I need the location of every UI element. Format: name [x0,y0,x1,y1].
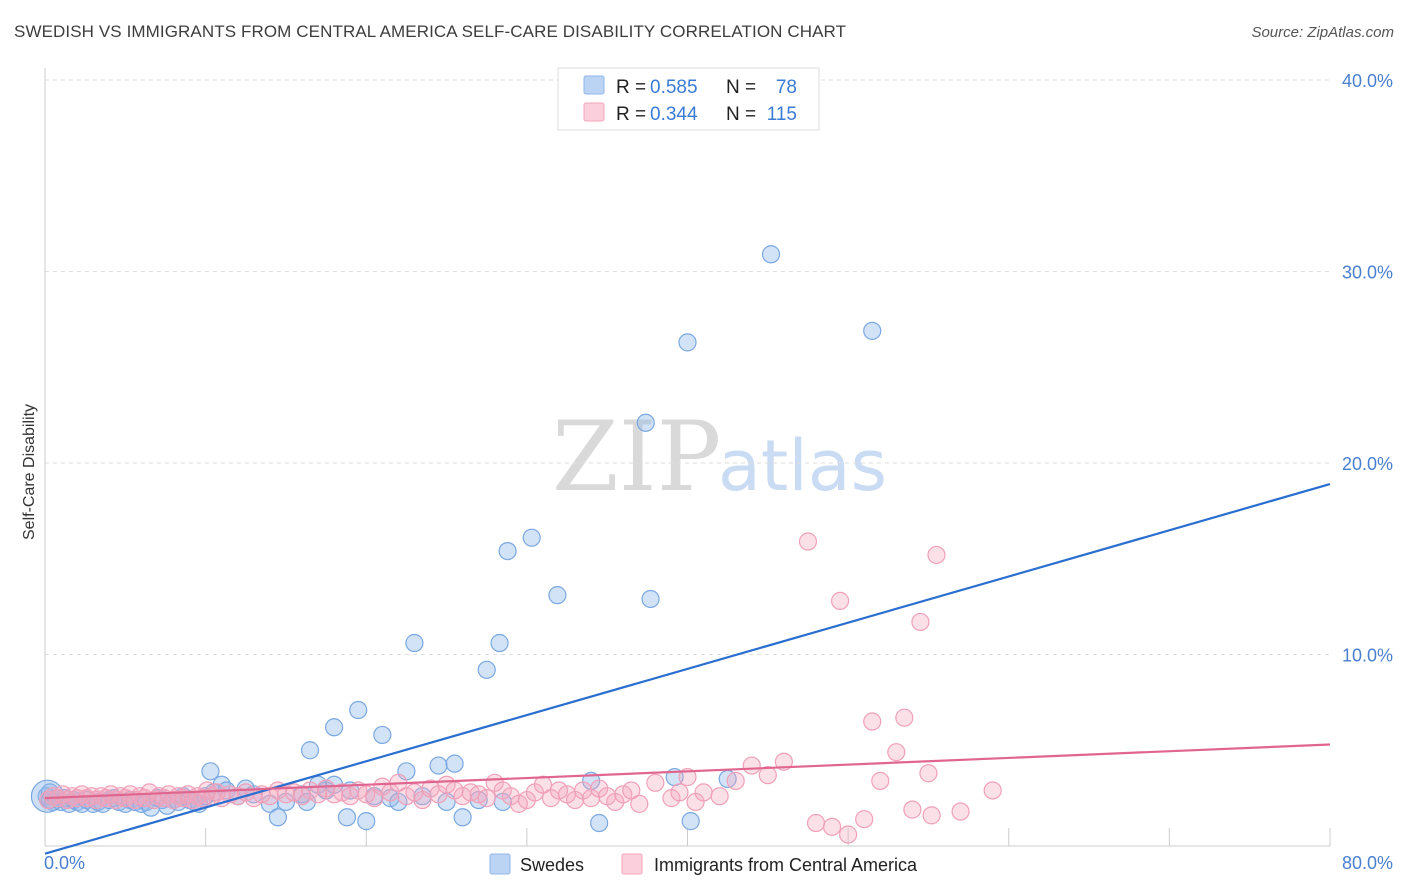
y-tick-label: 30.0% [1342,263,1393,283]
swedes-point [337,808,357,827]
central-america-point [911,612,930,632]
series-legend: Swedes Immigrants from Central America [489,853,918,875]
swedes-point [445,754,464,773]
swedes-point [636,413,655,432]
legend-swatch-swedes [489,853,511,875]
swedes-point [349,700,368,720]
central-america-point [630,794,649,813]
swedes-point [325,718,344,737]
central-america-point [822,817,842,836]
legend-label-central-america: Immigrants from Central America [654,855,918,875]
central-america-trend-line [44,743,1331,800]
y-tick-label: 10.0% [1342,646,1393,666]
central-america-point [919,764,938,783]
central-america-point [670,783,689,802]
central-america-point [863,712,882,731]
central-america-point [477,789,496,808]
gridlines [45,79,1330,655]
swedes-point [453,808,472,827]
central-america-point [895,708,914,727]
central-america-point [839,825,858,844]
trend-lines [44,483,1331,855]
central-america-point [726,771,745,790]
swedes-point [678,333,697,352]
central-america-point [806,813,826,833]
x-tick-label-min: 0.0% [44,853,85,873]
central-america-point [742,756,761,775]
swedes-trend-line [44,483,1331,855]
swedes-point [641,589,660,609]
central-america-point [927,545,946,565]
stats-legend: R = 0.585 N = 78 R = 0.344 N = 115 [557,67,820,131]
x-tick-labels: 0.0% 80.0% [44,853,1393,873]
x-tick-label-max: 80.0% [1342,853,1393,873]
y-axis-label: Self-Care Disability [21,404,38,540]
legend-swatch-central-america [621,853,643,875]
legend-r-label-2: R = [616,104,646,125]
swedes-point [490,633,509,653]
swedes-point [357,812,376,831]
swedes-point [300,741,320,760]
legend-n-label-1: N = [726,77,756,98]
watermark-zip: ZIP [552,401,721,513]
chart-title: SWEDISH VS IMMIGRANTS FROM CENTRAL AMERI… [14,22,847,41]
central-america-point [678,767,697,787]
legend-n-value-1: 78 [776,77,797,98]
central-america-point [951,802,970,821]
swedes-point [268,808,288,827]
central-america-point [855,810,874,829]
series-central-america [39,532,1002,844]
central-america-point [710,787,729,806]
central-america-point [622,781,641,800]
central-america-point [830,591,850,610]
swedes-point [590,813,609,833]
swedes-point [761,245,781,264]
series-swedes [30,245,882,833]
central-america-point [922,806,941,825]
swedes-point [498,541,517,561]
legend-swatch-pink [583,102,605,122]
legend-n-value-2: 115 [767,104,797,125]
swedes-point [373,725,392,745]
y-tick-label: 20.0% [1342,454,1393,474]
central-america-point [983,781,1002,800]
legend-r-value-1: 0.585 [650,77,698,98]
y-tick-labels: 10.0% 20.0% 30.0% 40.0% [1342,71,1393,666]
central-america-point [646,773,665,792]
legend-swatch-blue [583,75,605,95]
swedes-point [863,321,882,340]
central-america-point [533,775,553,794]
central-america-point [798,532,818,551]
central-america-point [774,752,793,771]
central-america-point [871,771,890,790]
y-tick-label: 40.0% [1342,71,1393,91]
swedes-point [201,762,220,781]
central-america-point [758,766,777,785]
x-axis-ticks [205,828,1331,846]
swedes-point [429,756,448,775]
source-note: Source: ZipAtlas.com [1251,24,1394,41]
swedes-point [681,812,700,831]
legend-r-label-1: R = [616,77,646,98]
swedes-point [548,586,567,605]
swedes-point [522,528,541,547]
legend-r-value-2: 0.344 [650,104,698,125]
central-america-point [887,743,906,762]
legend-label-swedes: Swedes [520,855,584,875]
watermark-atlas: atlas [718,425,887,507]
central-america-point [903,800,922,819]
swedes-point [477,660,496,679]
swedes-point [405,633,424,653]
central-america-point [694,783,713,802]
legend-n-label-2: N = [726,104,756,125]
